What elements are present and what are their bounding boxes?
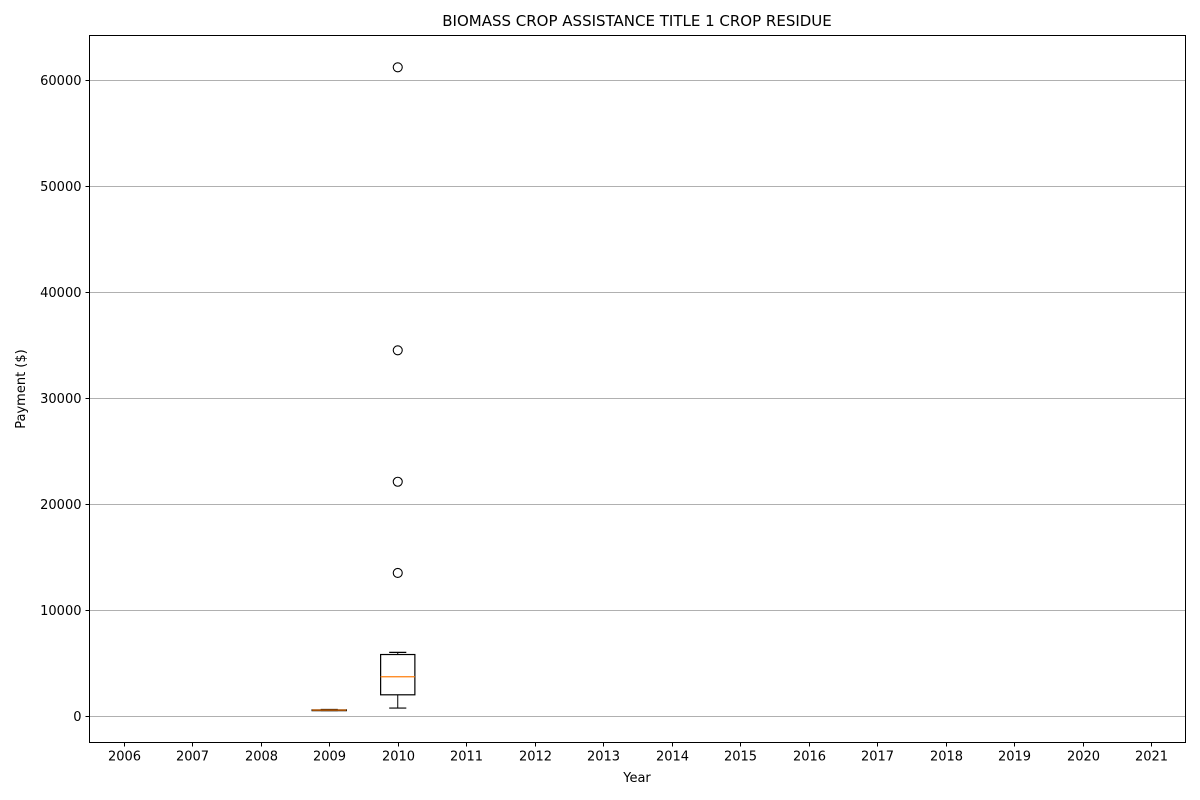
x-tick-label-2017: 2017 <box>861 750 894 765</box>
x-tick-label-2006: 2006 <box>108 750 141 765</box>
iqr-box-2010 <box>380 653 416 696</box>
y-axis-ticks: 0 10000 20000 30000 40000 50000 60000 <box>40 74 90 725</box>
outlier-2010-1 <box>392 476 403 487</box>
y-tick-label-10000: 10000 <box>40 604 81 619</box>
plot-area-frame <box>89 35 1186 743</box>
outlier-2010-3 <box>392 62 403 73</box>
chart-title: BIOMASS CROP ASSISTANCE TITLE 1 CROP RES… <box>442 12 832 30</box>
y-axis-label: Payment ($) <box>14 349 29 428</box>
x-tick-label-2018: 2018 <box>930 750 963 765</box>
outlier-2010-0 <box>392 567 403 578</box>
gridlines <box>89 80 1186 717</box>
x-tick-label-2016: 2016 <box>793 750 826 765</box>
outlier-2010-2 <box>392 345 403 356</box>
x-tick-label-2021: 2021 <box>1135 750 1168 765</box>
y-tick-label-30000: 30000 <box>40 392 81 407</box>
x-tick-label-2012: 2012 <box>519 750 552 765</box>
x-tick-label-2009: 2009 <box>313 750 346 765</box>
x-axis-label: Year <box>622 771 651 786</box>
x-axis-ticks: 2006 2007 2008 2009 2010 2011 2012 2013 2014 2015… <box>108 742 1168 765</box>
x-tick-label-2007: 2007 <box>176 750 209 765</box>
y-tick-label-50000: 50000 <box>40 180 81 195</box>
x-tick-label-2008: 2008 <box>245 750 278 765</box>
x-tick-label-2020: 2020 <box>1067 750 1100 765</box>
x-tick-label-2019: 2019 <box>998 750 1031 765</box>
y-tick-label-40000: 40000 <box>40 286 81 301</box>
y-tick-label-60000: 60000 <box>40 74 81 89</box>
box-2010 <box>380 62 416 709</box>
x-tick-label-2010: 2010 <box>382 750 415 765</box>
box-2009 <box>311 708 347 712</box>
x-tick-label-2014: 2014 <box>656 750 689 765</box>
y-tick-label-20000: 20000 <box>40 498 81 513</box>
x-tick-label-2011: 2011 <box>450 750 483 765</box>
y-tick-label-0: 0 <box>73 710 81 725</box>
x-tick-label-2013: 2013 <box>587 750 620 765</box>
box-series <box>311 62 416 712</box>
x-tick-label-2015: 2015 <box>724 750 757 765</box>
